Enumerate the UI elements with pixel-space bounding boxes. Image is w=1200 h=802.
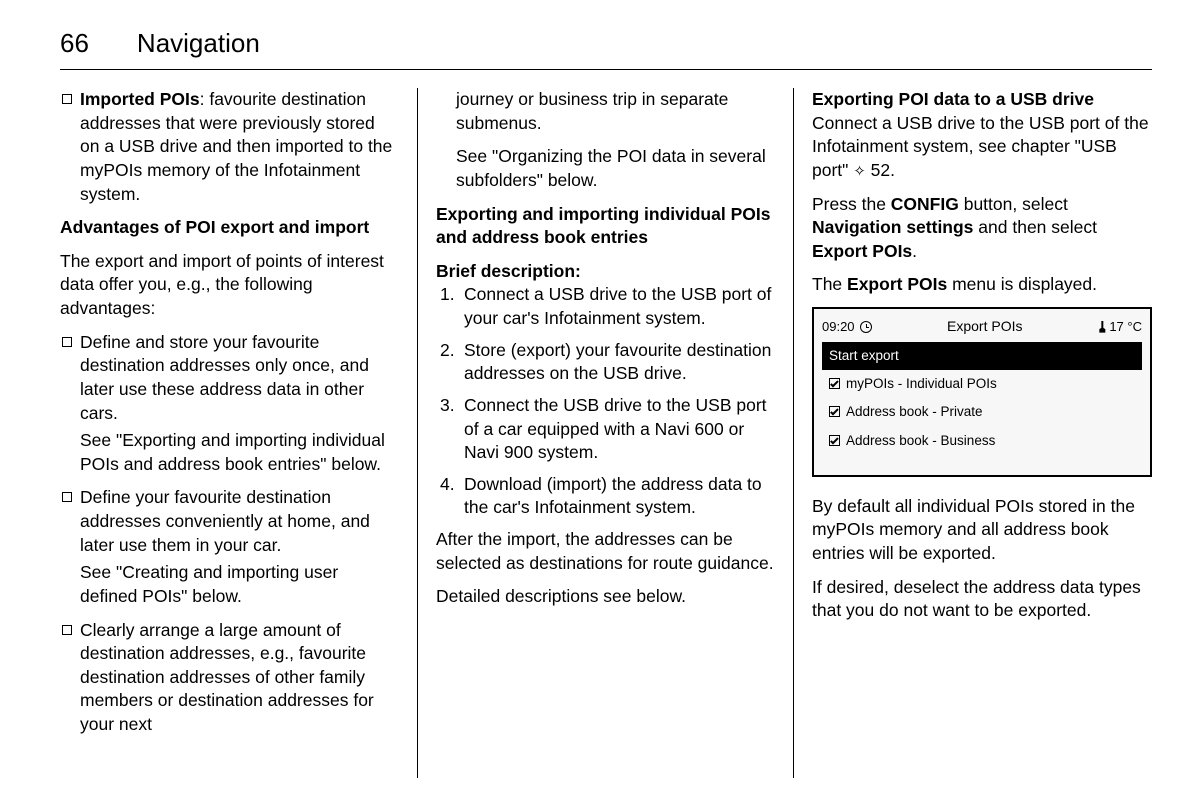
default-export-text: By default all individual POIs stored in… bbox=[812, 495, 1152, 566]
export-pois-label: Export POIs bbox=[812, 241, 912, 261]
advantage-text: Clearly arrange a large amount of destin… bbox=[80, 619, 399, 737]
step-text: Store (export) your favourite destinatio… bbox=[464, 340, 771, 384]
connect-usb-paragraph: Connect a USB drive to the USB port of t… bbox=[812, 112, 1152, 183]
row-label: Start export bbox=[829, 348, 899, 363]
screen-time: 09:20 bbox=[822, 318, 872, 336]
row-label: Address book - Business bbox=[846, 433, 995, 448]
advantages-heading: Advantages of POI export and import bbox=[60, 216, 399, 240]
screen-temperature: 17 °C bbox=[1097, 318, 1142, 336]
brief-steps-list: Connect a USB drive to the USB port of y… bbox=[436, 283, 775, 520]
advantages-intro: The export and import of points of inter… bbox=[60, 250, 399, 321]
content-columns: Imported POIs: favourite destination add… bbox=[60, 88, 1152, 778]
text: Press the bbox=[812, 194, 891, 214]
advantage-text: Define and store your favourite destinat… bbox=[80, 331, 399, 426]
press-config-paragraph: Press the CONFIG button, select Navigati… bbox=[812, 193, 1152, 264]
screen-title: Export POIs bbox=[872, 317, 1097, 336]
list-item: Download (import) the address data to th… bbox=[436, 473, 775, 520]
time-value: 09:20 bbox=[822, 319, 855, 334]
reference-arrow-icon: ✧ bbox=[853, 162, 866, 182]
mypois-row[interactable]: myPOIs - Individual POIs bbox=[822, 370, 1142, 398]
addressbook-business-row[interactable]: Address book - Business bbox=[822, 427, 1142, 455]
list-item: Clearly arrange a large amount of destin… bbox=[60, 619, 399, 737]
temp-value: 17 °C bbox=[1109, 319, 1142, 334]
screen-inner: 09:20 Export POIs 17 °C Start export myP… bbox=[814, 309, 1150, 475]
text: menu is displayed. bbox=[947, 274, 1097, 294]
addressbook-private-row[interactable]: Address book - Private bbox=[822, 398, 1142, 426]
list-item: Define and store your favourite destinat… bbox=[60, 331, 399, 477]
imported-pois-label: Imported POIs bbox=[80, 89, 200, 109]
list-item: Imported POIs: favourite destination add… bbox=[60, 88, 399, 206]
text: button, select bbox=[959, 194, 1068, 214]
text: The bbox=[812, 274, 847, 294]
page-reference: ✧ 52. bbox=[853, 160, 895, 180]
see-reference: See "Creating and importing user defined… bbox=[80, 561, 399, 608]
list-item: Store (export) your favourite destinatio… bbox=[436, 339, 775, 386]
checkbox-icon bbox=[829, 378, 840, 389]
screen-status-bar: 09:20 Export POIs 17 °C bbox=[822, 315, 1142, 342]
list-item: Define your favourite destination addres… bbox=[60, 486, 399, 608]
imported-poi-list: Imported POIs: favourite destination add… bbox=[60, 88, 399, 206]
text: . bbox=[912, 241, 917, 261]
thermometer-icon bbox=[1097, 321, 1107, 333]
after-import-text: After the import, the addresses can be s… bbox=[436, 528, 775, 575]
ref-page: 52. bbox=[866, 160, 895, 180]
column-2: journey or business trip in separate sub… bbox=[418, 88, 794, 778]
config-label: CONFIG bbox=[891, 194, 959, 214]
row-label: Address book - Private bbox=[846, 404, 983, 419]
export-import-heading: Exporting and importing individual POIs … bbox=[436, 203, 775, 250]
step-text: Download (import) the address data to th… bbox=[464, 474, 762, 518]
advantages-list: Define and store your favourite destinat… bbox=[60, 331, 399, 737]
checkbox-icon bbox=[829, 406, 840, 417]
export-pois-label: Export POIs bbox=[847, 274, 947, 294]
start-export-row[interactable]: Start export bbox=[822, 342, 1142, 370]
manual-page: 66 Navigation Imported POIs: favourite d… bbox=[0, 0, 1200, 802]
column-1: Imported POIs: favourite destination add… bbox=[60, 88, 418, 778]
list-item: Connect the USB drive to the USB port of… bbox=[436, 394, 775, 465]
detailed-desc-text: Detailed descriptions see below. bbox=[436, 585, 775, 609]
page-number: 66 bbox=[60, 28, 89, 59]
list-item: Connect a USB drive to the USB port of y… bbox=[436, 283, 775, 330]
section-title: Navigation bbox=[137, 28, 260, 59]
page-header: 66 Navigation bbox=[60, 28, 1152, 70]
see-reference: See "Exporting and importing individual … bbox=[80, 429, 399, 476]
see-reference: See "Organizing the POI data in several … bbox=[436, 145, 775, 192]
continuation-text: journey or business trip in separate sub… bbox=[436, 88, 775, 135]
exporting-usb-heading: Exporting POI data to a USB drive bbox=[812, 88, 1152, 112]
column-3: Exporting POI data to a USB drive Connec… bbox=[794, 88, 1152, 778]
nav-settings-label: Navigation settings bbox=[812, 217, 973, 237]
step-text: Connect the USB drive to the USB port of… bbox=[464, 395, 767, 462]
deselect-text: If desired, deselect the address data ty… bbox=[812, 576, 1152, 623]
advantage-text: Define your favourite destination addres… bbox=[80, 486, 399, 557]
row-label: myPOIs - Individual POIs bbox=[846, 376, 997, 391]
menu-displayed-paragraph: The Export POIs menu is displayed. bbox=[812, 273, 1152, 297]
infotainment-screen: 09:20 Export POIs 17 °C Start export myP… bbox=[812, 307, 1152, 477]
step-text: Connect a USB drive to the USB port of y… bbox=[464, 284, 771, 328]
checkbox-icon bbox=[829, 435, 840, 446]
text: and then select bbox=[973, 217, 1097, 237]
clock-icon bbox=[860, 321, 872, 333]
brief-description-heading: Brief description: bbox=[436, 260, 775, 284]
